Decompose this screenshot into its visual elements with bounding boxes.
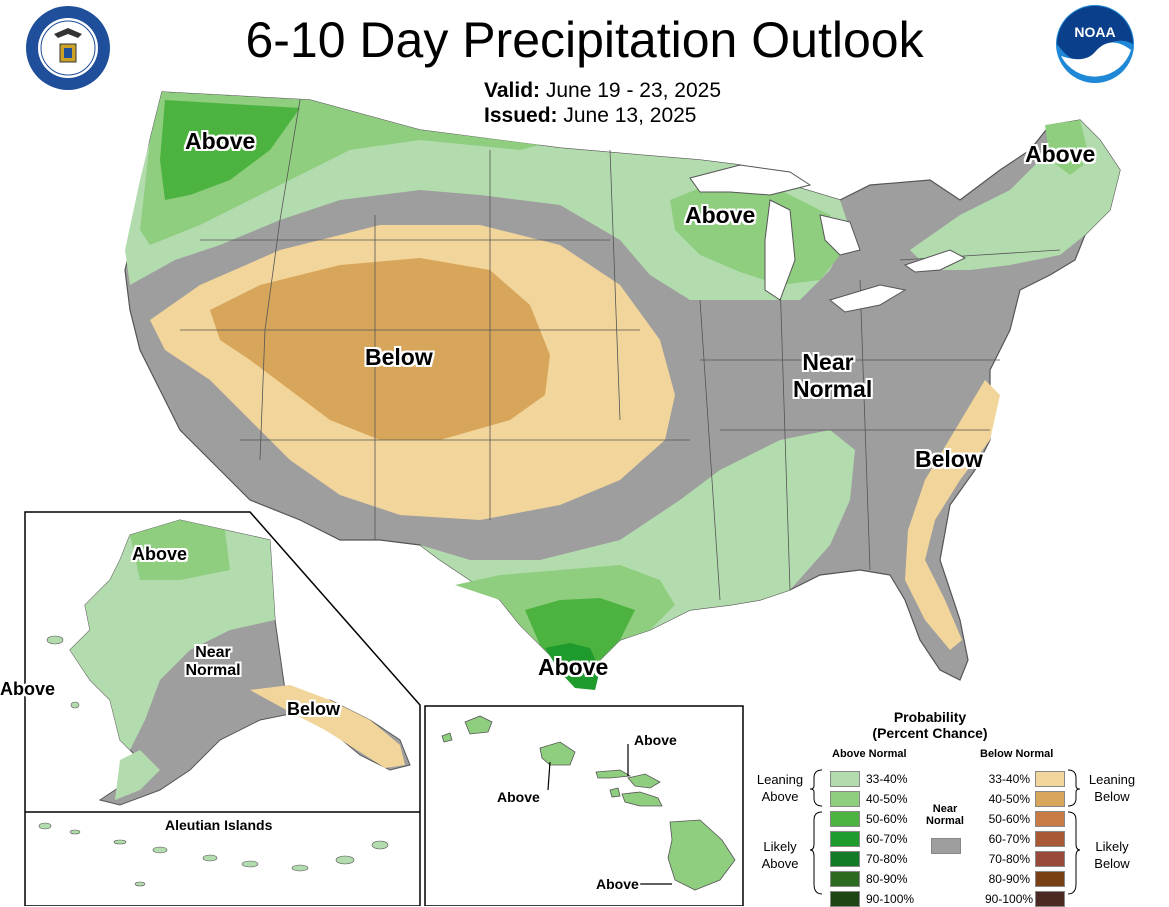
legend-title-line2: (Percent Chance) — [872, 725, 988, 741]
legend-above-range: 70-80% — [866, 852, 908, 866]
legend-below-range: 40-50% — [988, 792, 1030, 806]
legend-likely-below: Likely Below — [1082, 838, 1142, 872]
issued-label: Issued: — [484, 104, 558, 127]
legend-leaning-below-line1: Leaning — [1088, 772, 1136, 787]
valid-dates: Valid: June 19 - 23, 2025 — [484, 78, 721, 104]
legend-below-range: 90-100% — [985, 892, 1034, 906]
legend-above-range: 60-70% — [866, 832, 908, 846]
noaa-logo: NOAA — [1056, 5, 1134, 83]
legend-leaning-above: Leaning Above — [752, 771, 808, 805]
legend-above-swatch — [830, 851, 860, 867]
legend-below-swatch — [1035, 811, 1065, 827]
legend-likely-below-line2: Below — [1094, 856, 1130, 871]
legend-above-range: 80-90% — [866, 872, 908, 886]
legend-likely-below-line1: Likely — [1095, 839, 1129, 854]
legend-below-range: 33-40% — [988, 772, 1030, 786]
legend-near-swatch — [931, 838, 961, 854]
aleutian-islands-title: Aleutian Islands — [165, 817, 273, 833]
legend-near-line2: Normal — [926, 815, 964, 827]
label-hawaii-above-1: Above — [634, 732, 677, 748]
legend-below-swatch — [1035, 891, 1065, 907]
legend-below-swatch — [1035, 791, 1065, 807]
legend-below-range: 70-80% — [988, 852, 1030, 866]
legend-leaning-below-line2: Below — [1094, 789, 1130, 804]
label-northeast: Above — [1025, 141, 1096, 167]
legend-title-line1: Probability — [893, 709, 967, 725]
label-great-lakes: Above — [685, 202, 756, 228]
label-alaska-near-line2: Normal — [185, 662, 241, 679]
legend-below-swatch — [1035, 771, 1065, 787]
legend-below-swatch — [1035, 851, 1065, 867]
label-pacific-nw: Above — [185, 128, 256, 154]
legend-near-line1: Near — [932, 803, 958, 815]
label-near-normal-line2: Normal — [793, 376, 873, 402]
legend-above-swatch — [830, 771, 860, 787]
legend-below-header: Below Normal — [980, 748, 1054, 760]
label-alaska-below: Below — [287, 699, 341, 719]
legend-above-header: Above Normal — [832, 748, 907, 760]
issued-value: June 13, 2025 — [563, 104, 697, 127]
label-alaska-near-line1: Near — [195, 644, 231, 661]
legend-near-header: Near Normal — [922, 803, 968, 827]
commerce-seal-logo — [26, 6, 110, 90]
legend-below-range: 50-60% — [988, 812, 1030, 826]
legend-below-range: 80-90% — [988, 872, 1030, 886]
label-alaska-above-north: Above — [132, 544, 188, 564]
legend-above-swatch — [830, 871, 860, 887]
issued-date: Issued: June 13, 2025 — [484, 103, 697, 129]
legend-above-swatch — [830, 891, 860, 907]
legend-leaning-above-line2: Above — [761, 789, 799, 804]
legend-above-swatch — [830, 831, 860, 847]
label-texas: Above — [538, 654, 609, 680]
legend-likely-above-line1: Likely — [763, 839, 797, 854]
legend-above-range: 90-100% — [866, 892, 915, 906]
legend-leaning-above-line1: Leaning — [756, 772, 804, 787]
label-near-normal-line1: Near — [802, 349, 854, 375]
label-alaska-above-west: Above — [0, 679, 56, 699]
map-title: 6-10 Day Precipitation Outlook — [245, 12, 924, 68]
legend-above-swatch — [830, 811, 860, 827]
legend-above-swatch — [830, 791, 860, 807]
legend-above-range: 33-40% — [866, 772, 908, 786]
label-hawaii-above-2: Above — [497, 789, 540, 805]
legend-title: Probability (Percent Chance) — [835, 709, 1025, 741]
valid-value: June 19 - 23, 2025 — [545, 79, 722, 102]
legend-below-range: 60-70% — [988, 832, 1030, 846]
legend-below-swatch — [1035, 831, 1065, 847]
legend-likely-above: Likely Above — [752, 838, 808, 872]
noaa-logo-text: NOAA — [1074, 24, 1115, 40]
label-near-normal: Near Normal — [793, 349, 873, 403]
label-southeast: Below — [915, 446, 983, 472]
legend-above-range: 40-50% — [866, 792, 908, 806]
legend-above-range: 50-60% — [866, 812, 908, 826]
label-rockies: Below — [365, 344, 433, 370]
valid-label: Valid: — [484, 79, 541, 102]
legend-below-swatch — [1035, 871, 1065, 887]
label-hawaii-above-3: Above — [596, 876, 639, 892]
legend-leaning-below: Leaning Below — [1082, 771, 1142, 805]
legend-likely-above-line2: Above — [761, 856, 799, 871]
label-alaska-near-normal: Near Normal — [178, 644, 248, 680]
